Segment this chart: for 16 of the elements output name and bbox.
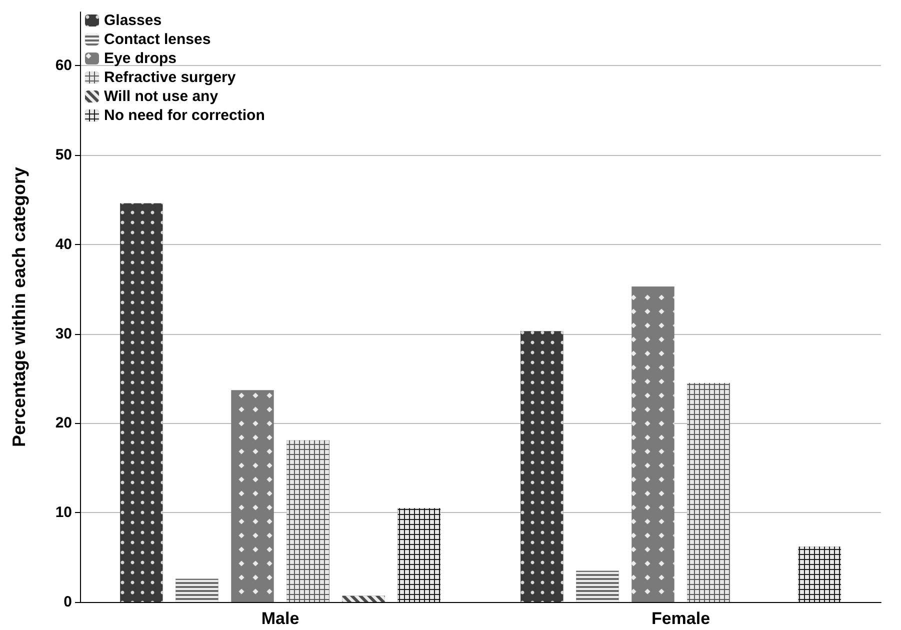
y-tick-label: 0 [64,594,72,610]
legend-label: No need for correction [104,107,265,124]
y-tick-label: 20 [55,414,72,432]
y-tick-label: 30 [55,325,72,342]
y-tick-label: 10 [55,504,72,522]
x-tick-label: Female [651,609,710,628]
legend-label: Eye drops [104,50,177,67]
legend-label: Glasses [104,12,162,29]
x-tick-label: Male [261,609,300,628]
legend-label: Will not use any [104,88,219,105]
y-axis-title: Percentage within each category [9,166,29,448]
y-tick-label: 50 [55,146,72,164]
y-tick-label: 40 [55,236,72,253]
legend-label: Refractive surgery [104,69,236,86]
y-tick-label: 60 [55,57,72,74]
legend-label: Contact lenses [104,31,211,48]
